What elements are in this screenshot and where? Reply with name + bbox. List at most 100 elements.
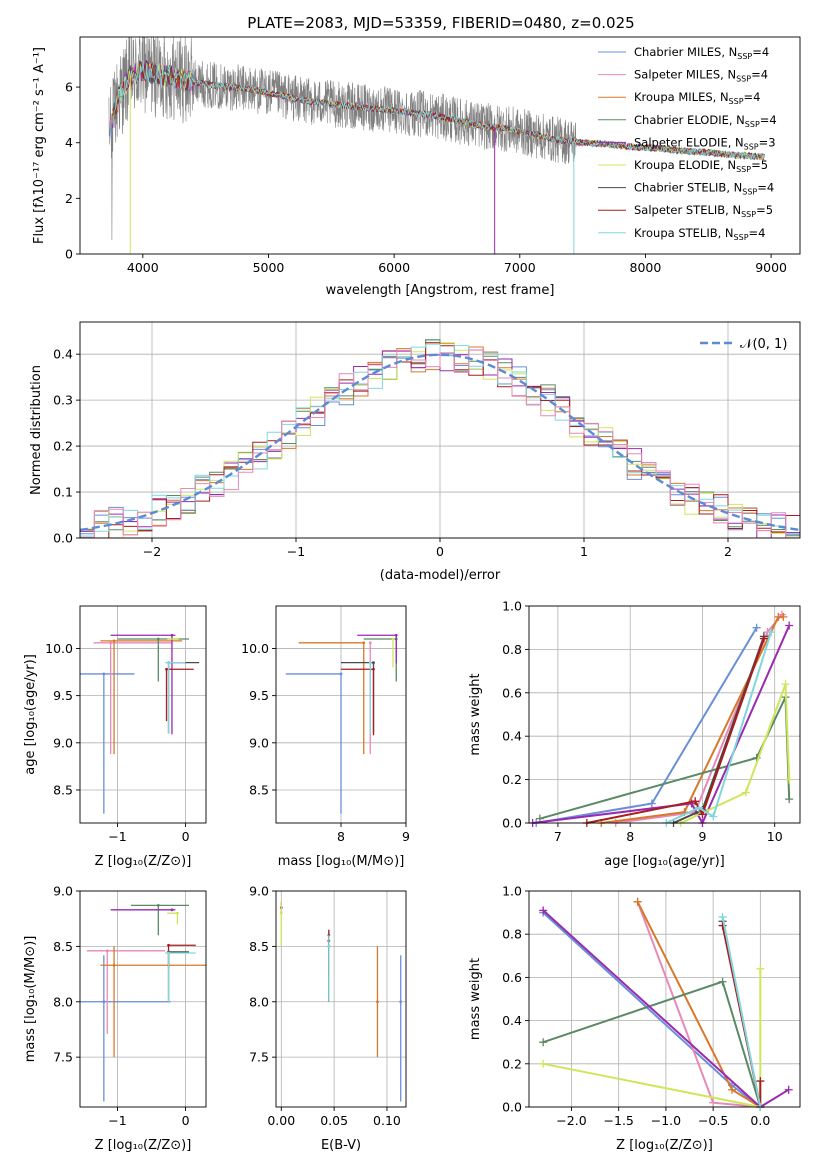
page-title: PLATE=2083, MJD=53359, FIBERID=0480, z=0… <box>247 14 634 32</box>
data-point <box>391 637 395 641</box>
plus-marker <box>752 623 761 632</box>
x-axis-label: Z [log₁₀(Z/Z⊙)] <box>616 1138 713 1153</box>
plus-marker <box>718 912 727 921</box>
y-tick-label: 7.5 <box>53 1050 73 1065</box>
legend-value: =5 <box>756 203 773 217</box>
axes-frame <box>79 890 207 1108</box>
y-tick-label: 0.4 <box>502 1013 522 1028</box>
y-tick-label: 2 <box>65 191 73 206</box>
plus-marker <box>647 799 656 808</box>
legend-value: =4 <box>760 113 777 127</box>
y-tick-label: 9.0 <box>53 735 73 750</box>
data-point <box>167 661 170 665</box>
x-tick-label: 2 <box>724 544 732 559</box>
y-tick-label: 0.2 <box>502 1056 522 1071</box>
plus-marker <box>767 628 776 637</box>
x-tick-label: −1.5 <box>604 1113 634 1128</box>
legend-text: Salpeter STELIB, N <box>634 203 741 217</box>
data-point <box>394 633 398 637</box>
x-axis-label: E(B-V) <box>321 1138 361 1153</box>
x-tick-label: 0 <box>436 544 444 559</box>
legend-subscript: SSP <box>745 120 760 129</box>
x-tick-label: 8 <box>626 829 634 844</box>
x-tick-label: 0.10 <box>373 1113 401 1128</box>
x-tick-label: 0.05 <box>320 1113 348 1128</box>
panel-age-vs-Z: −1 0 8.5 9.0 9.5 10.0 Z [log₁₀(Z/Z⊙)] age [log₁… <box>23 605 207 869</box>
y-tick-label: 8.5 <box>249 782 269 797</box>
x-tick-label: 6000 <box>378 260 410 275</box>
plus-marker <box>756 964 765 973</box>
y-tick-label: 1.0 <box>502 599 522 614</box>
legend-subscript: SSP <box>741 210 756 219</box>
plus-marker <box>781 680 790 689</box>
y-tick-label: 0 <box>65 247 73 262</box>
histogram-series <box>80 349 800 538</box>
x-axis-label: mass [log₁₀(M/M⊙)] <box>278 854 405 869</box>
y-tick-label: 1.0 <box>502 884 522 899</box>
y-tick-label: 0.4 <box>502 729 522 744</box>
y-tick-label: 0.0 <box>53 531 73 546</box>
plus-marker <box>785 775 794 784</box>
x-tick-label: 10 <box>767 829 783 844</box>
legend-subscript: SSP <box>742 188 757 197</box>
plus-marker <box>709 1098 718 1107</box>
histogram-series <box>80 343 800 537</box>
legend-subscript: SSP <box>729 97 744 106</box>
data-point <box>105 949 109 953</box>
x-tick-label: −1 <box>287 544 305 559</box>
plus-marker <box>691 797 700 806</box>
x-tick-label: 1 <box>580 544 588 559</box>
axes-frame <box>528 890 801 1108</box>
y-tick-label: 0.0 <box>502 816 522 831</box>
y-axis-label: age [log₁₀(age/yr)] <box>23 654 38 775</box>
data-point <box>102 672 106 676</box>
legend-entry: Chabrier MILES, NSSP=4 <box>634 45 769 61</box>
panel-massweight-vs-age: 7 8 9 10 0.0 0.2 0.4 0.6 0.8 1.0 age [log₁₀(age/yr… <box>468 599 801 869</box>
plus-marker <box>759 634 768 643</box>
plus-marker <box>539 1059 548 1068</box>
legend-text: Chabrier ELODIE, N <box>634 113 745 127</box>
plus-marker <box>694 803 703 812</box>
data-point <box>175 911 179 915</box>
legend-subscript: SSP <box>734 233 749 242</box>
legend-text: Salpeter MILES, N <box>634 68 736 82</box>
data-point <box>368 641 372 645</box>
data-point <box>339 672 343 676</box>
mass-weight-line <box>539 696 791 820</box>
x-tick-label: −1 <box>108 829 126 844</box>
y-tick-label: 0.2 <box>53 439 73 454</box>
y-axis-label: mass weight <box>468 958 483 1040</box>
x-tick-label: −2.0 <box>556 1113 586 1128</box>
data-point <box>399 1000 403 1004</box>
legend-text: Salpeter ELODIE, N <box>634 135 744 149</box>
panel-massweight-vs-Z: −2.0 −1.5 −1.0 −0.5 0.0 0.0 0.2 0.4 0.6 0.8 1.0 Z [… <box>468 884 801 1153</box>
legend-value: =3 <box>759 135 776 149</box>
legend-entry: Kroupa STELIB, NSSP=4 <box>634 226 765 242</box>
plus-marker <box>539 906 548 915</box>
legend-value: =4 <box>749 226 766 240</box>
legend-entry: 𝒩(0, 1) <box>740 337 787 352</box>
data-point <box>368 661 372 665</box>
y-tick-label: 10.0 <box>241 641 269 656</box>
y-tick-label: 0.8 <box>502 927 522 942</box>
y-axis-label: mass [log₁₀(M/M⊙)] <box>23 936 38 1063</box>
y-tick-label: 0.1 <box>53 485 73 500</box>
plus-marker <box>539 1038 548 1047</box>
axes-frame <box>275 890 407 1108</box>
legend-entry: Kroupa ELODIE, NSSP=5 <box>634 158 768 174</box>
y-tick-label: 8.0 <box>249 994 269 1009</box>
data-point <box>156 637 160 641</box>
legend-subscript: SSP <box>736 75 751 84</box>
legend-value: =4 <box>757 181 774 195</box>
legend-value: =4 <box>751 68 768 82</box>
legend-text: Kroupa MILES, N <box>634 90 729 104</box>
plus-marker <box>633 897 642 906</box>
x-tick-label: −2 <box>143 544 161 559</box>
x-axis-label: Z [log₁₀(Z/Z⊙)] <box>95 1138 192 1153</box>
y-tick-label: 0.0 <box>502 1100 522 1115</box>
data-point <box>372 661 375 665</box>
legend-entry: Chabrier STELIB, NSSP=4 <box>634 181 774 197</box>
x-axis-label: (data-model)/error <box>380 568 501 583</box>
mass-weight-line <box>586 638 765 824</box>
y-tick-label: 7.5 <box>249 1050 269 1065</box>
